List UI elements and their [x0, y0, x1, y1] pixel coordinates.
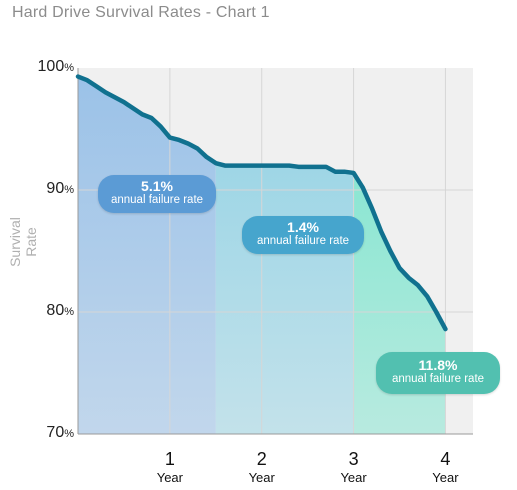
- phase-fill-2: [215, 163, 354, 434]
- x-tick-label: 3 Year: [340, 449, 367, 485]
- x-tick-label: 4 Year: [432, 449, 459, 485]
- failure-rate-value: 11.8%: [418, 357, 458, 373]
- failure-rate-value: 1.4%: [287, 219, 319, 235]
- x-tick-label: 1 Year: [156, 449, 183, 485]
- failure-rate-callout-2: 1.4% annual failure rate: [242, 216, 364, 254]
- y-tick-label: 80%: [46, 302, 74, 319]
- failure-rate-label: annual failure rate: [256, 235, 350, 248]
- failure-rate-callout-1: 5.1% annual failure rate: [98, 175, 216, 213]
- failure-rate-label: annual failure rate: [391, 373, 485, 386]
- y-tick-label: 70%: [46, 424, 74, 441]
- x-tick-label: 2 Year: [248, 449, 275, 485]
- survival-rate-line: [75, 74, 448, 332]
- chart-title: Hard Drive Survival Rates - Chart 1: [12, 4, 270, 21]
- failure-rate-callout-3: 11.8% annual failure rate: [376, 352, 500, 394]
- y-tick-label: 100%: [37, 58, 74, 75]
- y-tick-label: 90%: [46, 180, 74, 197]
- failure-rate-label: annual failure rate: [110, 194, 204, 207]
- failure-rate-value: 5.1%: [141, 178, 173, 194]
- phase-fill-1: [78, 76, 216, 434]
- y-axis-title: Survival Rate: [7, 217, 39, 267]
